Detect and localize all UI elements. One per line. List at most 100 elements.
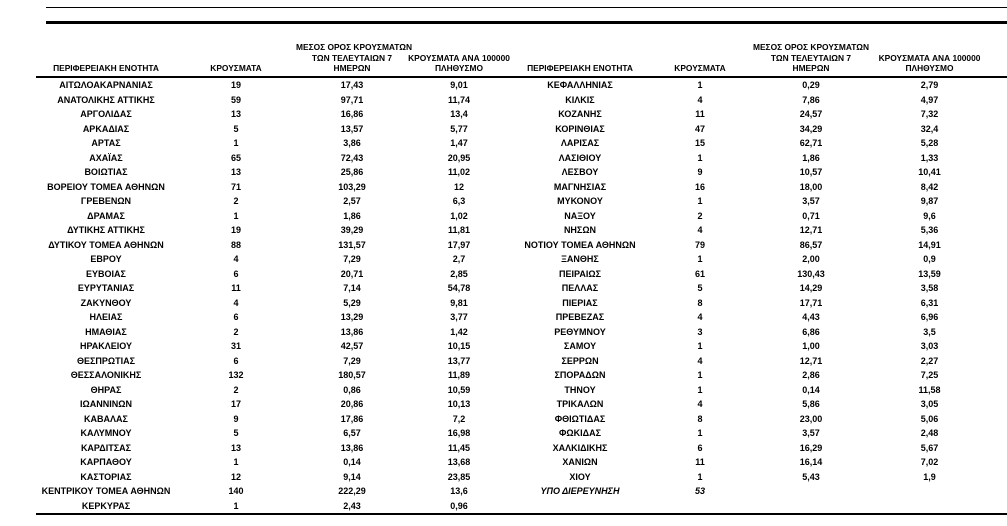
cases-cell-left: 12 (230, 471, 241, 482)
per100k-cell-left: 16,98 (447, 428, 471, 438)
region-cell-right: ΧΑΝΙΩΝ (562, 457, 598, 467)
avg7-cell-right (750, 484, 872, 499)
cases-cell-left: 65 (230, 152, 241, 163)
table-row: ΚΑΛΥΜΝΟΥ 5 6,57 16,98 ΦΩΚΙΔΑΣ 1 3,57 2,4… (36, 426, 1007, 441)
table-row: ΚΕΝΤΡΙΚΟΥ ΤΟΜΕΑ ΑΘΗΝΩΝ 140 222,29 13,6 Υ… (36, 484, 1007, 499)
table-row: ΚΑΡΔΙΤΣΑΣ 13 13,86 11,45 ΧΑΛΚΙΔΙΚΗΣ 6 16… (36, 441, 1007, 456)
cases-cell-right: 15 (694, 138, 705, 148)
region-cell-left: ΕΒΡΟΥ (90, 254, 122, 264)
region-cell-left: ΔΥΤΙΚΗΣ ΑΤΤΙΚΗΣ (67, 225, 145, 235)
per100k-cell-right: 1,9 (923, 471, 936, 482)
per100k-cell-right: 5,36 (920, 225, 939, 235)
region-cell-left: ΒΟΙΩΤΙΑΣ (84, 167, 128, 177)
cases-cell-right: 4 (697, 399, 703, 409)
per100k-cell-left: 6,3 (452, 196, 466, 206)
region-cell-left: ΔΥΤΙΚΟΥ ΤΟΜΕΑ ΑΘΗΝΩΝ (48, 239, 164, 250)
cases-cell-left: 19 (230, 80, 241, 90)
table-row: ΕΒΡΟΥ 4 7,29 2,7 ΞΑΝΘΗΣ 1 2,00 0,9 (36, 252, 1007, 267)
cases-cell-left: 6 (233, 268, 239, 279)
table-row: ΚΑΡΠΑΘΟΥ 1 0,14 13,68 ΧΑΝΙΩΝ 11 16,14 7,… (36, 455, 1007, 470)
region-cell-left: ΘΕΣΣΑΛΟΝΙΚΗΣ (70, 370, 142, 380)
region-cell-left: ΑΡΚΑΔΙΑΣ (82, 123, 130, 134)
cases-cell-left: 132 (228, 370, 244, 380)
per100k-cell-right (872, 499, 1007, 515)
avg7-cell-right: 130,43 (797, 268, 825, 279)
header-cases-right: ΚΡΟΥΣΜΑΤΑ (650, 38, 750, 78)
per100k-cell-left: 13,4 (450, 109, 468, 119)
header-avg7-left: ΜΕΣΟΣ ΟΡΟΣ ΚΡΟΥΣΜΑΤΩΝ ΤΩΝ ΤΕΛΕΥΤΑΙΩΝ 7 Η… (296, 38, 412, 78)
avg7-cell-right: 2,86 (802, 370, 820, 380)
cases-cell-left: 4 (233, 297, 239, 308)
cases-cell-right: 16 (694, 181, 705, 192)
top-divider-thick (46, 21, 1007, 24)
cases-cell-left: 1 (233, 210, 239, 221)
per100k-cell-left: 11,02 (447, 167, 471, 177)
table-row: ΑΡΤΑΣ 1 3,86 1,47 ΛΑΡΙΣΑΣ 15 62,71 5,28 (36, 136, 1007, 151)
per100k-cell-left: 11,81 (447, 225, 471, 235)
avg7-cell-left: 42,57 (340, 341, 364, 351)
table-header: ΠΕΡΙΦΕΡΕΙΑΚΗ ΕΝΟΤΗΤΑ ΚΡΟΥΣΜΑΤΑ ΜΕΣΟΣ ΟΡΟ… (36, 38, 1007, 78)
cases-cell-left: 9 (233, 413, 239, 424)
avg7-cell-left: 2,43 (343, 500, 361, 511)
cases-cell-right: 47 (694, 123, 705, 134)
region-cell-left: ΚΑΒΑΛΑΣ (84, 413, 128, 424)
per100k-cell-right: 1,33 (920, 152, 939, 163)
region-cell-right: ΥΠΟ ΔΙΕΡΕΥΝΗΣΗ (540, 486, 620, 496)
avg7-cell-right: 23,00 (799, 413, 823, 424)
per100k-cell-left: 1,47 (450, 138, 468, 148)
cases-cell-right: 4 (697, 225, 703, 235)
region-cell-right: ΛΑΣΙΘΙΟΥ (558, 152, 602, 163)
avg7-cell-left: 25,86 (340, 167, 364, 177)
cases-cell-right: 3 (697, 326, 703, 337)
cases-cell-right: 9 (697, 167, 703, 177)
region-cell-left: ΗΡΑΚΛΕΙΟΥ (79, 341, 133, 351)
region-cell-left: ΗΛΕΙΑΣ (89, 312, 123, 322)
avg7-cell-right: 5,86 (802, 399, 820, 409)
cases-cell-left: 1 (233, 500, 239, 511)
per100k-cell-right: 0,9 (923, 254, 936, 264)
avg7-cell-right: 3,57 (802, 428, 820, 438)
per100k-cell-left: 13,68 (447, 457, 471, 467)
avg7-cell-right: 0,14 (802, 384, 820, 395)
cases-cell-left: 2 (233, 326, 239, 337)
cases-cell-left: 6 (233, 355, 239, 366)
table-row: ΘΕΣΠΡΩΤΙΑΣ 6 7,29 13,77 ΣΕΡΡΩΝ 4 12,71 2… (36, 354, 1007, 369)
per100k-cell-right: 7,32 (920, 109, 939, 119)
per100k-cell-right: 2,48 (920, 428, 939, 438)
avg7-cell-right: 34,29 (799, 123, 823, 134)
avg7-cell-left: 5,29 (343, 297, 361, 308)
avg7-cell-right: 14,29 (799, 283, 823, 293)
avg7-cell-left: 39,29 (340, 225, 364, 235)
per100k-cell-right: 3,5 (923, 326, 936, 337)
avg7-cell-left: 0,14 (343, 457, 361, 467)
per100k-cell-right: 5,28 (920, 138, 939, 148)
table-row: ΕΥΡΥΤΑΝΙΑΣ 11 7,14 54,78 ΠΕΛΛΑΣ 5 14,29 … (36, 281, 1007, 296)
avg7-cell-right: 18,00 (799, 181, 823, 192)
region-cell-right: ΤΗΝΟΥ (564, 384, 596, 395)
avg7-cell-left: 3,86 (343, 138, 361, 148)
cases-cell-right: 1 (697, 80, 703, 90)
table-row: ΖΑΚΥΝΘΟΥ 4 5,29 9,81 ΠΙΕΡΙΑΣ 8 17,71 6,3… (36, 296, 1007, 311)
avg7-cell-left: 13,86 (340, 326, 364, 337)
cases-cell-left: 71 (230, 181, 241, 192)
avg7-cell-right: 3,57 (802, 196, 820, 206)
avg7-cell-right: 5,43 (802, 471, 820, 482)
region-cell-left: ΕΥΒΟΙΑΣ (86, 268, 126, 279)
table-row: ΘΗΡΑΣ 2 0,86 10,59 ΤΗΝΟΥ 1 0,14 11,58 (36, 383, 1007, 398)
table-row: ΑΝΑΤΟΛΙΚΗΣ ΑΤΤΙΚΗΣ 59 97,71 11,74 ΚΙΛΚΙΣ… (36, 93, 1007, 108)
region-cell-left: ΑΧΑΪΑΣ (89, 152, 123, 163)
per100k-cell-right: 13,59 (918, 268, 941, 279)
per100k-cell-right: 6,96 (920, 312, 939, 322)
avg7-cell-left: 16,86 (340, 109, 364, 119)
per100k-cell-right: 14,91 (918, 239, 941, 250)
cases-cell-left: 13 (230, 442, 241, 453)
cases-cell-left: 1 (233, 138, 239, 148)
region-cell-right: ΜΑΓΝΗΣΙΑΣ (553, 181, 607, 192)
region-cell-right: ΤΡΙΚΑΛΩΝ (556, 399, 604, 409)
avg7-cell-right: 6,86 (802, 326, 820, 337)
avg7-cell-right: 1,00 (802, 341, 820, 351)
cases-cell-right: 1 (697, 384, 703, 395)
avg7-cell-right: 17,71 (799, 297, 823, 308)
region-cell-left: ΗΜΑΘΙΑΣ (85, 326, 127, 337)
cases-cell-right (650, 499, 750, 515)
